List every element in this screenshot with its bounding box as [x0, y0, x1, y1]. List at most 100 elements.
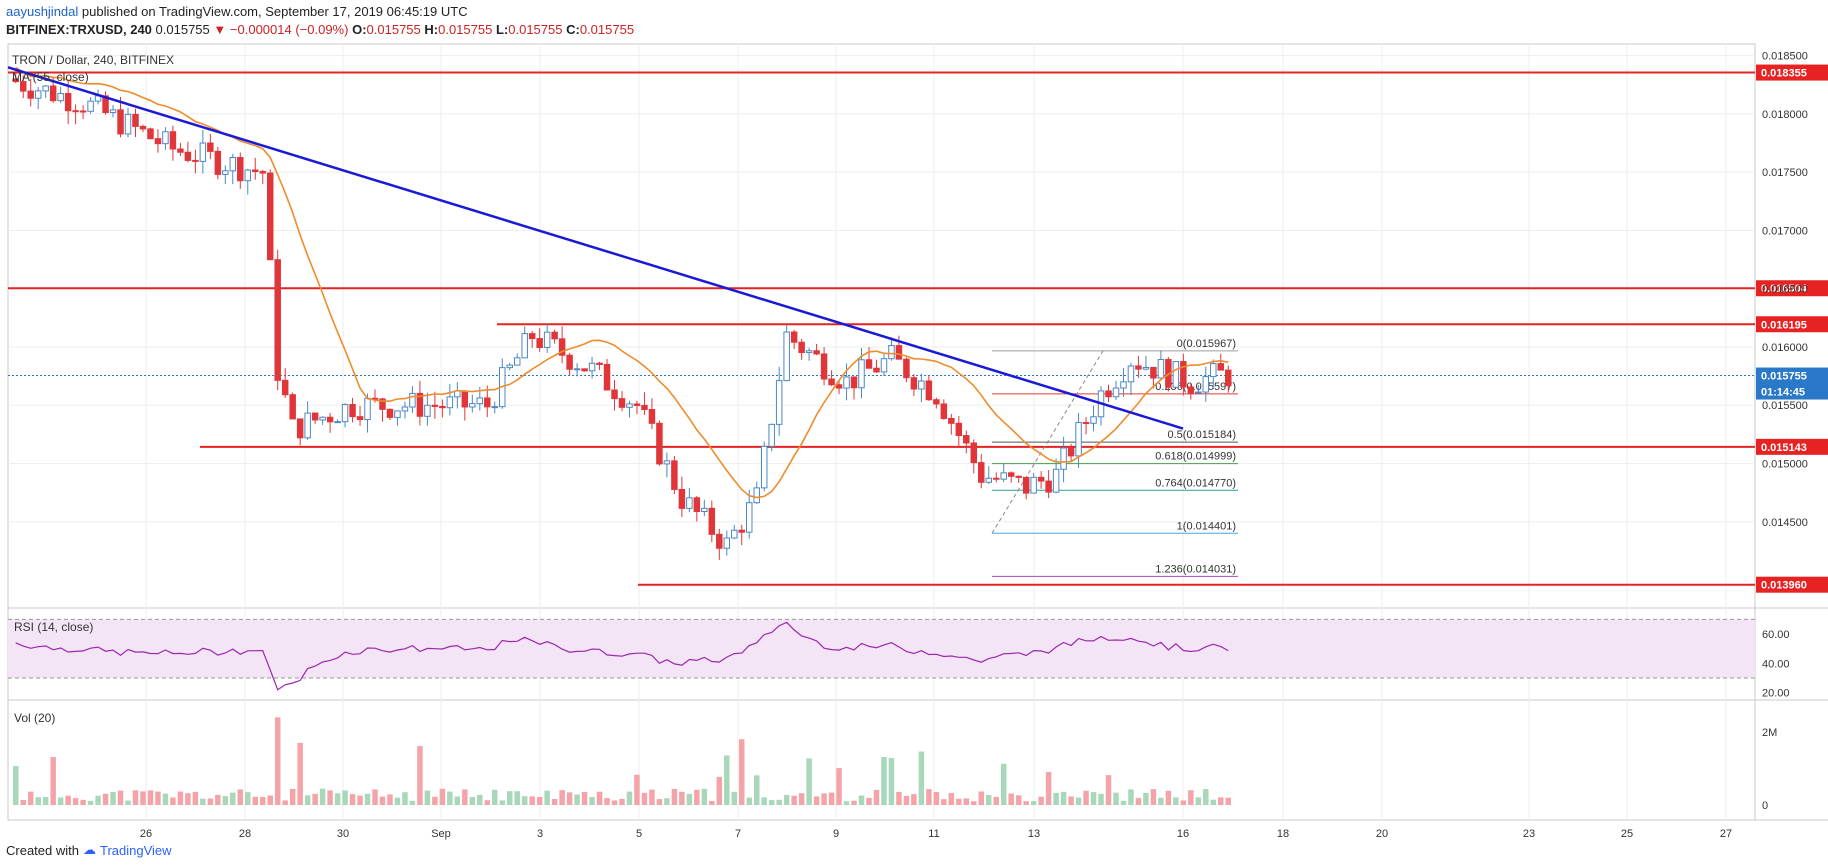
candle-body [356, 416, 364, 421]
volume-bar [716, 776, 723, 805]
volume-bar [424, 790, 431, 805]
author-link[interactable]: aayushjindal [6, 4, 79, 19]
volume-bar [656, 799, 663, 805]
volume-bar [1188, 790, 1194, 805]
candle-body [1052, 468, 1060, 493]
candle-body [19, 81, 27, 92]
candle-body [873, 367, 880, 373]
candle-body [439, 405, 446, 409]
candle-body [1067, 447, 1075, 457]
candle-body [783, 331, 790, 382]
volume-bar [13, 766, 19, 805]
candle-body [543, 331, 551, 348]
volume-bar [409, 800, 416, 805]
time-tick-label: 20 [1376, 828, 1388, 840]
candle-body [49, 85, 57, 102]
candle-body [745, 502, 753, 533]
volume-bar [783, 794, 790, 805]
rsi-tick-label: 40.00 [1762, 658, 1790, 670]
volume-bar [828, 792, 835, 805]
rsi-tick-label: 60.00 [1762, 629, 1790, 641]
candle-body [528, 333, 536, 340]
volume-bar [80, 799, 86, 805]
volume-bar [1053, 792, 1059, 805]
volume-bar [282, 800, 288, 805]
candle-body [424, 404, 431, 417]
volume-bar [357, 795, 363, 805]
candle-body [1187, 386, 1195, 394]
footer: Created with ☁ TradingView [6, 842, 172, 858]
rsi-line [15, 621, 1229, 691]
time-tick-label: 3 [537, 828, 543, 840]
price-tick-label: 0.017500 [1762, 167, 1808, 179]
volume-bar [1030, 801, 1037, 805]
candle-body [858, 359, 865, 389]
volume-bar [791, 795, 797, 805]
candle-body [820, 353, 828, 380]
down-arrow-icon: ▼ [213, 22, 227, 37]
candle-body [760, 445, 768, 489]
candle-body [274, 259, 281, 381]
volume-bar [574, 794, 580, 805]
candle-body [978, 462, 985, 483]
candle-body [573, 368, 581, 371]
candle-body [1142, 366, 1150, 370]
volume-bar [1218, 797, 1224, 805]
candle-body [513, 357, 521, 366]
volume-bar [948, 792, 955, 805]
volume-bar [1165, 790, 1172, 805]
close-value: 0.015755 [579, 22, 635, 37]
volume-bar [664, 798, 670, 805]
volume-bar [544, 790, 550, 805]
volume-bar [858, 795, 865, 805]
candle-body [1127, 365, 1135, 383]
time-tick-label: 5 [636, 828, 642, 840]
volume-bar [364, 793, 371, 805]
volume-bar [327, 790, 333, 805]
candle-body [87, 100, 94, 112]
price-tick-label: 0.016000 [1762, 342, 1808, 354]
candle-body [259, 171, 266, 174]
fib-anchor-line [991, 350, 1104, 534]
volume-bar [1060, 791, 1067, 805]
volume-bar [334, 793, 341, 805]
volume-bar [806, 758, 812, 805]
candle-body [207, 142, 214, 152]
candle-body [334, 421, 341, 424]
volume-bar [746, 797, 752, 805]
candle-body [319, 416, 326, 421]
volume-bar [162, 793, 169, 805]
volume-bar [402, 792, 408, 805]
candle-body [184, 151, 192, 161]
candle-body [326, 416, 334, 423]
volume-bar [1203, 789, 1209, 805]
volume-bar [245, 792, 251, 805]
volume-tick-label: 2M [1762, 727, 1777, 739]
volume-bar [27, 791, 34, 805]
time-tick-label: 23 [1523, 828, 1535, 840]
volume-bar [888, 757, 895, 805]
volume-bar [956, 798, 962, 805]
candle-body [992, 477, 1000, 480]
candle-body [716, 533, 723, 549]
candle-body [394, 410, 401, 418]
volume-bar [851, 800, 857, 805]
time-tick-label: 26 [140, 828, 152, 840]
candle-body [731, 529, 738, 539]
candle-body [626, 403, 633, 408]
volume-bar [1045, 771, 1052, 805]
candle-body [828, 378, 835, 386]
candle-body [1090, 416, 1097, 424]
volume-bar [551, 799, 558, 805]
candle-body [918, 380, 925, 390]
candle-body [933, 399, 940, 405]
candle-body [790, 331, 798, 343]
candle-body [963, 435, 970, 444]
volume-bar [274, 717, 281, 805]
volume-bar [170, 797, 176, 805]
candle-body [139, 125, 147, 130]
volume-bar [709, 800, 715, 805]
tradingview-brand-link[interactable]: TradingView [99, 842, 172, 858]
tradingview-cloud-icon: ☁ [82, 842, 96, 857]
